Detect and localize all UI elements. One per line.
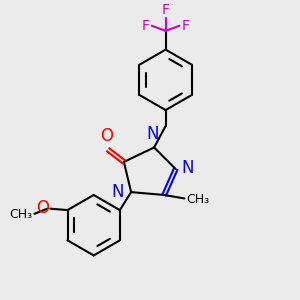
Text: O: O xyxy=(36,199,50,217)
Text: N: N xyxy=(181,159,194,177)
Text: F: F xyxy=(162,2,170,16)
Text: CH₃: CH₃ xyxy=(9,208,32,221)
Text: N: N xyxy=(146,125,159,143)
Text: F: F xyxy=(142,19,150,33)
Text: F: F xyxy=(181,19,189,33)
Text: O: O xyxy=(100,128,113,146)
Text: N: N xyxy=(111,183,124,201)
Text: CH₃: CH₃ xyxy=(186,193,209,206)
